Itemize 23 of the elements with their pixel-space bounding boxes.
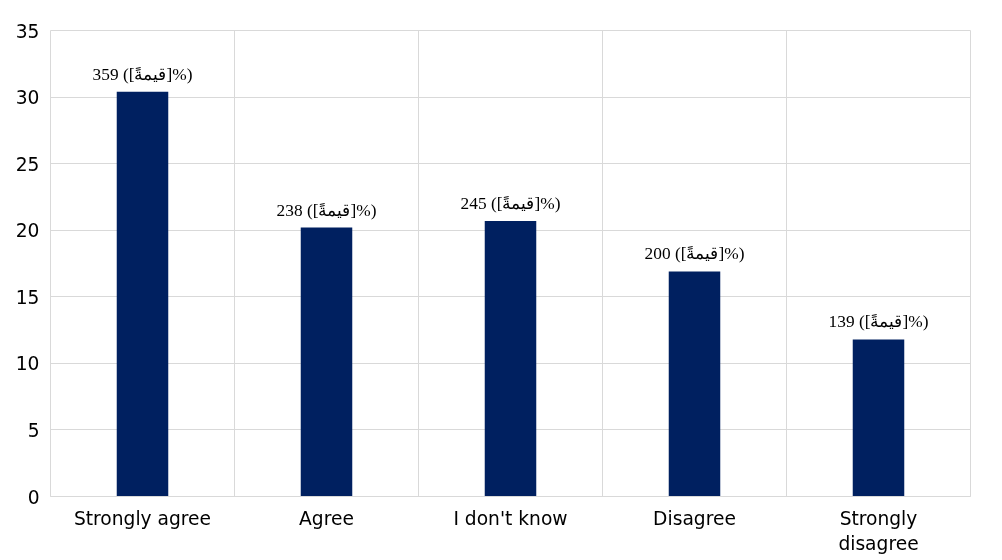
y-tick-label: 25 — [15, 153, 40, 175]
y-tick-label: 30 — [15, 87, 40, 109]
y-tick-label: 0 — [27, 486, 40, 508]
x-tick-label: Disagree — [653, 507, 736, 529]
bar — [852, 339, 905, 497]
y-tick-label: 10 — [15, 353, 40, 375]
annotation: 359 ([قيمةً]%) — [92, 64, 193, 84]
bar — [668, 271, 721, 497]
x-tick-label: Strongly agree — [73, 507, 212, 529]
y-tick-label: 15 — [15, 286, 40, 308]
x-tick-label: Strongly disagree — [838, 507, 919, 554]
y-tick-label: 20 — [15, 220, 40, 242]
y-tick-label: 35 — [15, 20, 40, 42]
x-tick-label: Agree — [299, 507, 354, 529]
bar — [116, 91, 169, 497]
x-tick-label: I don't know — [453, 507, 568, 529]
annotation: 200 ([قيمةً]%) — [644, 244, 745, 264]
annotation: 139 ([قيمةً]%) — [828, 312, 929, 332]
bar — [484, 220, 537, 497]
y-tick-label: 5 — [27, 419, 40, 441]
bar — [300, 227, 353, 497]
annotation: 245 ([قيمةً]%) — [460, 193, 561, 213]
annotation: 238 ([قيمةً]%) — [276, 200, 377, 220]
